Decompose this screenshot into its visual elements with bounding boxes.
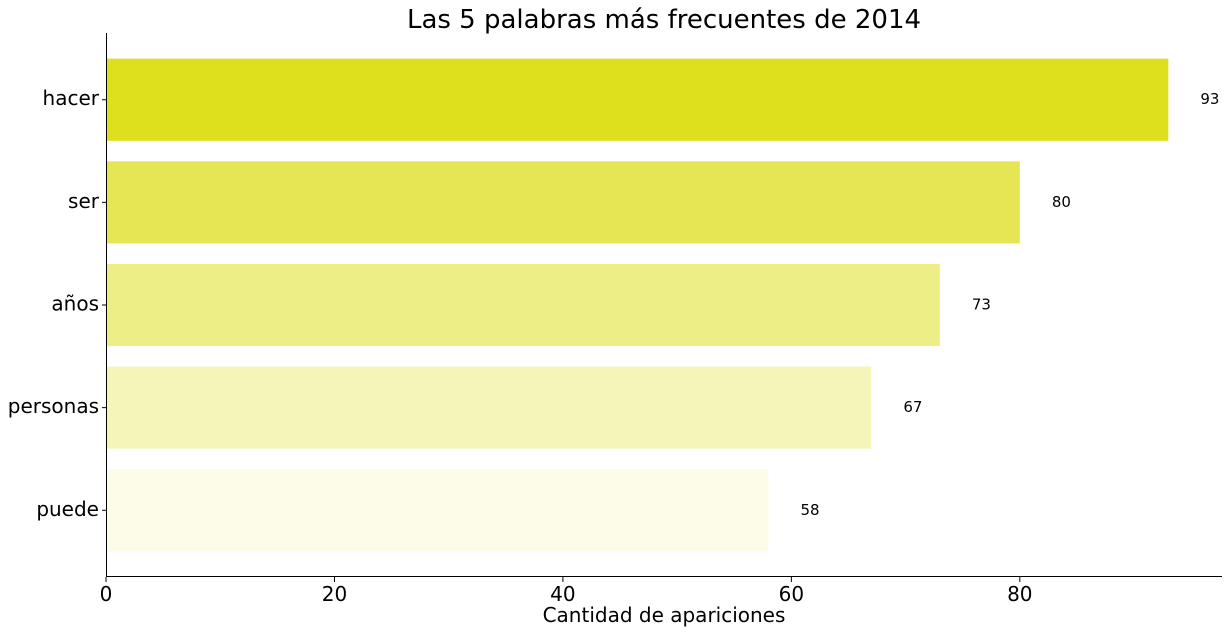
x-tick-label-3: 60 [779,582,804,606]
bar-2 [106,263,940,347]
x-tick-label-2: 40 [550,582,575,606]
category-label-1: ser [68,189,100,213]
value-label-3: 67 [903,398,922,416]
bar-1 [106,161,1020,244]
x-tick-label-4: 80 [1007,582,1032,606]
category-label-2: años [51,292,99,316]
x-tick-label-0: 0 [100,582,113,606]
value-label-2: 73 [972,296,991,314]
category-labels-layer: hacer ser años personas puede [8,86,100,521]
value-label-0: 93 [1200,90,1219,108]
value-label-4: 58 [801,501,820,519]
category-label-0: hacer [43,86,100,110]
category-label-3: personas [8,394,99,418]
x-tick-label-1: 20 [322,582,347,606]
x-ticks-layer: 0 20 40 60 80 [100,99,1033,606]
chart-title: Las 5 palabras más frecuentes de 2014 [407,5,921,35]
value-labels-layer: 93 80 73 67 58 [801,90,1220,519]
bars-layer [106,58,1169,552]
value-label-1: 80 [1052,193,1071,211]
bar-4 [106,469,769,552]
x-axis-title: Cantidad de apariciones [543,603,786,627]
bar-3 [106,366,872,449]
category-label-4: puede [36,497,99,521]
bar-0 [106,58,1169,141]
